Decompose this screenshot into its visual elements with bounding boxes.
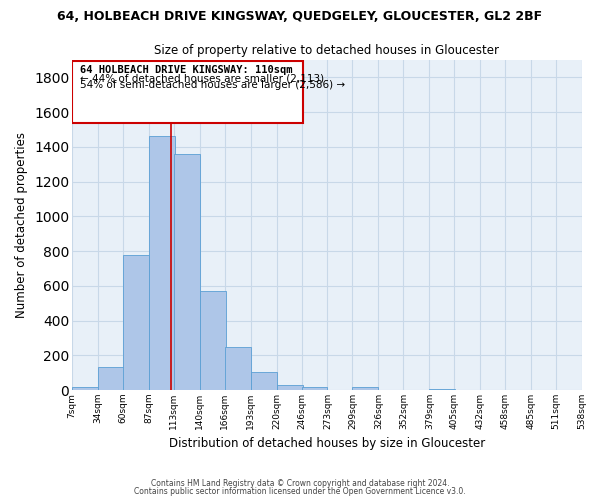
Y-axis label: Number of detached properties: Number of detached properties: [16, 132, 28, 318]
Bar: [277, 385, 302, 390]
Text: 64 HOLBEACH DRIVE KINGSWAY: 110sqm: 64 HOLBEACH DRIVE KINGSWAY: 110sqm: [80, 64, 292, 74]
Bar: [200, 291, 226, 390]
Bar: [72, 388, 98, 390]
Bar: [225, 346, 251, 390]
Bar: [174, 154, 200, 390]
Bar: [98, 368, 124, 390]
Title: Size of property relative to detached houses in Gloucester: Size of property relative to detached ho…: [155, 44, 499, 58]
Text: 54% of semi-detached houses are larger (2,586) →: 54% of semi-detached houses are larger (…: [80, 80, 345, 90]
Text: Contains HM Land Registry data © Crown copyright and database right 2024.: Contains HM Land Registry data © Crown c…: [151, 478, 449, 488]
Text: ← 44% of detached houses are smaller (2,113): ← 44% of detached houses are smaller (2,…: [80, 73, 324, 83]
FancyBboxPatch shape: [72, 61, 304, 124]
Bar: [123, 254, 149, 390]
Bar: [429, 389, 455, 390]
Text: 64, HOLBEACH DRIVE KINGSWAY, QUEDGELEY, GLOUCESTER, GL2 2BF: 64, HOLBEACH DRIVE KINGSWAY, QUEDGELEY, …: [58, 10, 542, 23]
Bar: [302, 386, 328, 390]
Text: Contains public sector information licensed under the Open Government Licence v3: Contains public sector information licen…: [134, 488, 466, 496]
Bar: [251, 372, 277, 390]
Bar: [352, 388, 379, 390]
Bar: [149, 136, 175, 390]
X-axis label: Distribution of detached houses by size in Gloucester: Distribution of detached houses by size …: [169, 438, 485, 450]
